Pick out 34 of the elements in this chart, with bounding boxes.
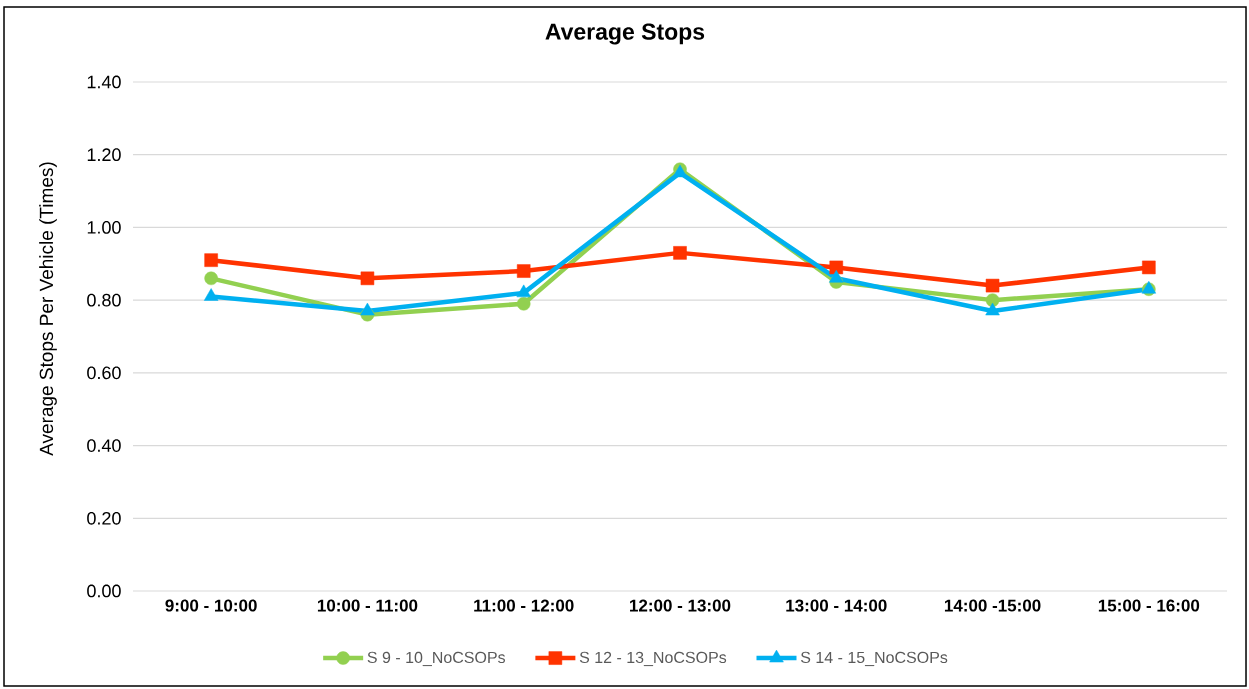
point xyxy=(985,302,1000,316)
y-tick-label: 0.20 xyxy=(87,511,121,525)
point xyxy=(673,246,687,260)
x-tick-label: 9:00 - 10:00 xyxy=(165,599,257,612)
x-tick-label: 10:00 - 11:00 xyxy=(317,599,418,612)
legend-label: S 9 - 10_NoCSOPs xyxy=(367,651,506,667)
point xyxy=(360,302,375,316)
y-axis-title: Average Stops Per Vehicle (Times) xyxy=(39,162,57,456)
chart-title: Average Stops xyxy=(545,23,705,45)
point xyxy=(829,260,844,275)
point xyxy=(516,284,531,298)
x-tick-label: 13:00 - 14:00 xyxy=(786,599,887,612)
y-tick-label: 0.60 xyxy=(87,366,121,380)
point xyxy=(1142,260,1156,275)
y-tick-label: 1.40 xyxy=(87,75,121,89)
point xyxy=(985,278,1000,293)
point xyxy=(204,271,218,286)
x-tick-label: 15:00 - 16:00 xyxy=(1098,599,1200,612)
x-tick-label: 11:00 - 12:00 xyxy=(474,599,574,612)
point xyxy=(204,253,218,267)
y-tick-label: 1.00 xyxy=(87,221,121,234)
x-tick-label: 12:00 - 13:00 xyxy=(630,599,731,612)
legend-label: S 14 - 15_NoCSOPs xyxy=(800,651,948,667)
point xyxy=(829,270,844,283)
legend-label: S 12 - 13_NoCSOPs xyxy=(579,651,727,667)
point xyxy=(360,271,375,286)
point xyxy=(516,264,531,278)
y-tick-label: 0.00 xyxy=(87,584,121,598)
point xyxy=(203,288,219,301)
point xyxy=(516,297,531,311)
y-tick-label: 0.80 xyxy=(87,293,121,307)
y-tick-label: 1.20 xyxy=(87,148,121,162)
y-tick-label: 0.40 xyxy=(87,439,121,452)
x-tick-label: 14:00 -15:00 xyxy=(944,599,1041,612)
